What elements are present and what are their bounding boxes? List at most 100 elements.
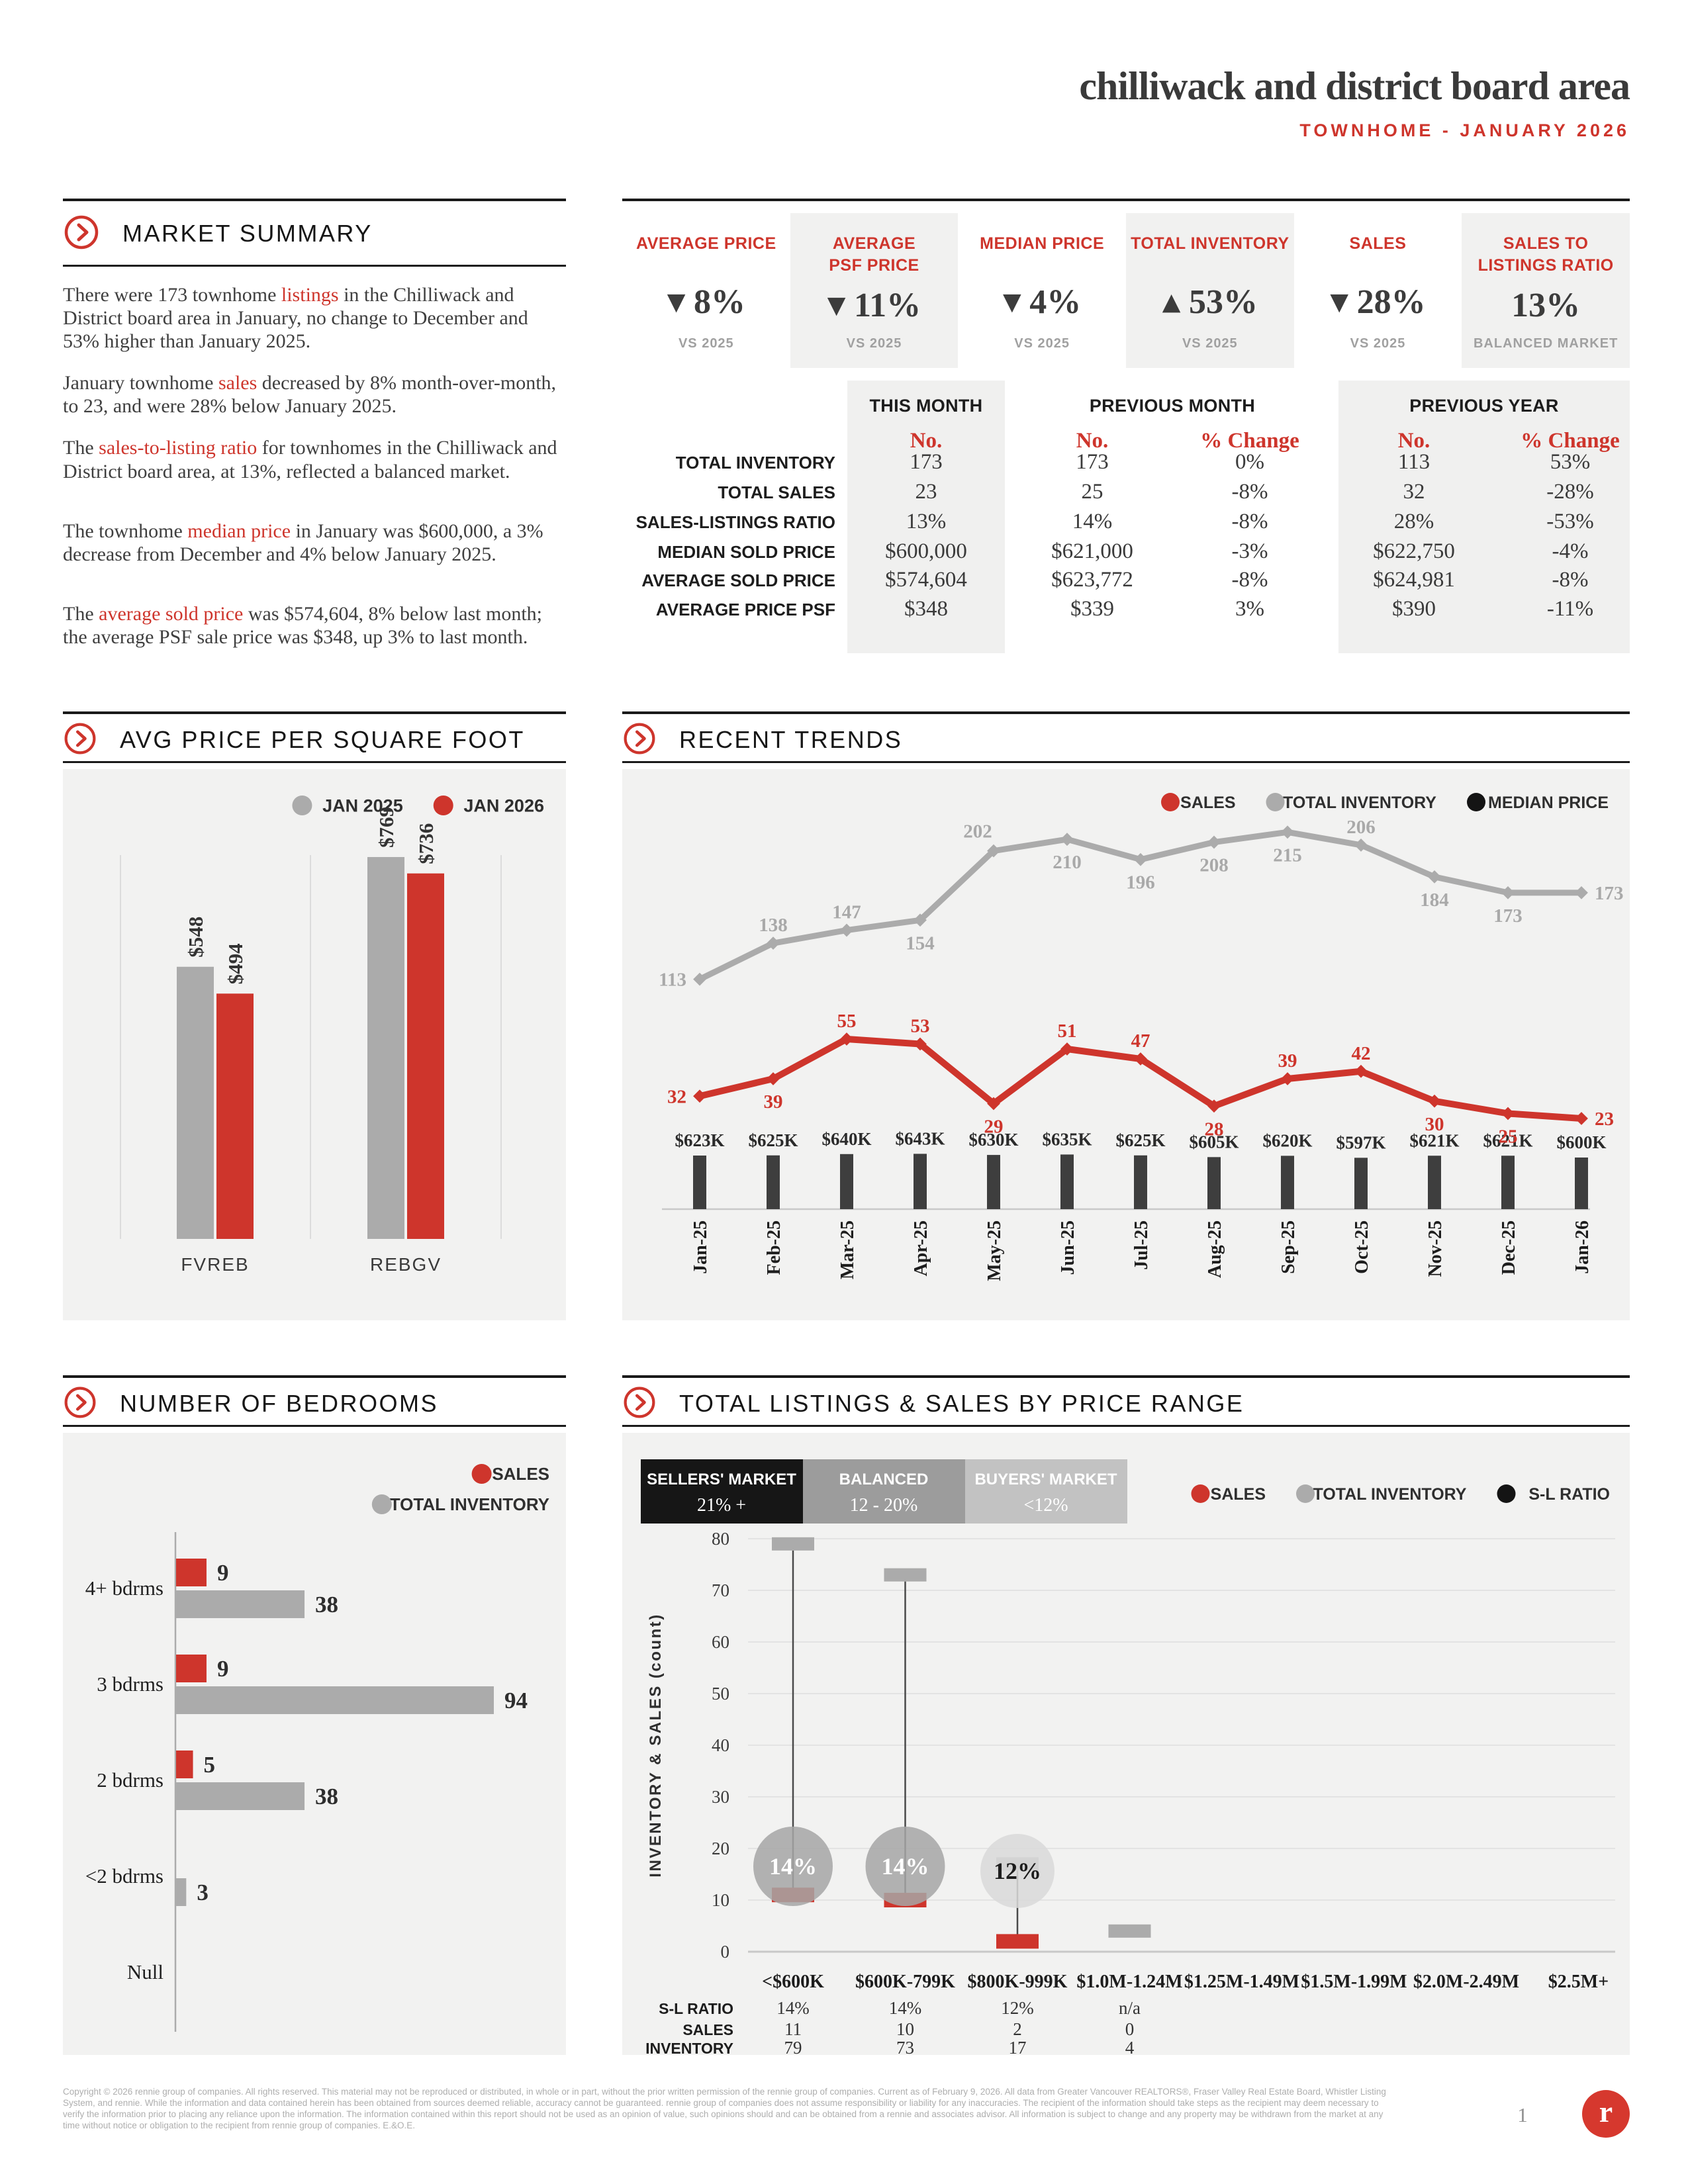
data-point — [1207, 835, 1221, 849]
data-point — [1428, 870, 1441, 884]
data-point-label: 51 — [1058, 1021, 1077, 1042]
median-price-label: $620K — [1262, 1130, 1312, 1150]
section-title: TOTAL LISTINGS & SALES BY PRICE RANGE — [679, 1390, 1244, 1417]
table-subheader: No. — [910, 429, 943, 453]
kpi-label: SALES TO LISTINGS RATIO — [1477, 234, 1614, 275]
chevron-circle-icon — [63, 721, 97, 759]
table-cell: 73 — [896, 2038, 914, 2055]
x-category-label: $1.25M-1.49M — [1184, 1972, 1299, 1992]
table-cell: 14% — [889, 1998, 922, 2018]
median-price-bar — [1501, 1156, 1515, 1209]
rennie-logo: r — [1582, 2090, 1630, 2138]
table-row-label: AVERAGE PRICE PSF — [655, 600, 835, 619]
data-point — [767, 1072, 780, 1085]
table-group-header: PREVIOUS MONTH — [1089, 396, 1256, 416]
divider — [622, 761, 1630, 763]
sales-value: 9 — [217, 1560, 229, 1586]
market-legend-range: 21% + — [697, 1495, 746, 1516]
sales-bar — [176, 1751, 193, 1778]
data-point-label: 147 — [832, 902, 861, 923]
data-point — [1281, 1072, 1294, 1085]
kpi-note: BALANCED MARKET — [1473, 336, 1618, 351]
median-price-label: $635K — [1042, 1129, 1092, 1149]
triangle-up-icon: ▲ — [1162, 289, 1189, 316]
table-cell: -8% — [1552, 568, 1589, 592]
table-cell: n/a — [1119, 1998, 1141, 2018]
kpi-note: VS 2025 — [846, 336, 902, 351]
y-tick: 80 — [712, 1529, 729, 1549]
table-group-header: THIS MONTH — [869, 396, 983, 416]
data-point-label: 184 — [1420, 889, 1449, 911]
bedrooms-panel: SALES TOTAL INVENTORY 4+ bdrms 9 38 3 bdrms 9 9… — [63, 1433, 566, 2055]
avg-psf-panel: JAN 2026 JAN 2025 $548 $494 FVREB $769 $736 REB… — [63, 769, 566, 1320]
summary-paragraph: The average sold price was $574,604, 8% … — [63, 602, 542, 648]
data-point — [987, 844, 1000, 858]
table-row-label: TOTAL SALES — [718, 482, 835, 502]
inventory-bar — [176, 1878, 187, 1906]
inventory-marker — [772, 1537, 814, 1551]
section-title: MARKET SUMMARY — [122, 220, 373, 247]
market-legend-range: 12 - 20% — [850, 1495, 918, 1516]
table-cell: $390 — [1392, 597, 1436, 621]
data-point-label: 30 — [1425, 1114, 1444, 1135]
category-label: 4+ bdrms — [85, 1576, 164, 1600]
median-price-label: $623K — [675, 1130, 724, 1150]
chevron-circle-icon — [622, 721, 657, 759]
table-cell: 13% — [906, 510, 947, 533]
median-price-label: $625K — [748, 1130, 798, 1150]
table-cell: $624,981 — [1373, 568, 1455, 592]
data-point — [1060, 1042, 1074, 1056]
data-point — [840, 1032, 853, 1046]
legend-label: JAN 2025 — [322, 796, 403, 815]
legend-dot-icon — [471, 1464, 492, 1484]
inventory-marker — [1108, 1924, 1151, 1938]
x-category-label: $1.5M-1.99M — [1301, 1972, 1407, 1992]
psf-bar — [367, 856, 404, 1239]
data-point-label: 29 — [984, 1116, 1004, 1138]
kpi-note: VS 2025 — [1350, 336, 1406, 351]
data-point-label: 23 — [1595, 1109, 1614, 1130]
table-cell: -11% — [1546, 597, 1594, 621]
data-point-label: 138 — [759, 915, 788, 936]
psf-bar — [177, 966, 214, 1239]
data-point — [987, 1097, 1000, 1111]
table-cell: $621,000 — [1051, 539, 1133, 563]
month-label: Oct-25 — [1352, 1220, 1372, 1274]
data-point — [1575, 886, 1588, 899]
table-subheader: No. — [1076, 429, 1109, 453]
legend-label: S-L RATIO — [1528, 1485, 1610, 1504]
table-band — [1014, 381, 1331, 653]
disclaimer-text: Copyright © 2026 rennie group of compani… — [63, 2087, 1386, 2130]
summary-paragraph: There were 173 townhome listings in the … — [63, 284, 528, 353]
inventory-value: 38 — [315, 1784, 338, 1809]
table-cell: 2 — [1013, 2019, 1022, 2039]
sl-ratio-bubble — [865, 1827, 945, 1906]
market-legend-box — [803, 1459, 965, 1524]
kpi-label: MEDIAN PRICE — [980, 234, 1105, 253]
data-point-label: 39 — [1278, 1050, 1297, 1071]
data-point — [693, 1089, 706, 1103]
triangle-down-icon: ▼ — [827, 292, 855, 319]
triangle-down-icon: ▼ — [667, 289, 694, 316]
table-group-header: PREVIOUS YEAR — [1409, 396, 1559, 416]
median-price-bar — [693, 1156, 706, 1209]
kpi-label: SALES — [1349, 234, 1407, 253]
table-cell: 11 — [784, 2019, 802, 2039]
month-label: Jul-25 — [1131, 1220, 1152, 1270]
data-point-label: 208 — [1199, 855, 1229, 876]
inventory-bar — [176, 1782, 305, 1810]
data-point — [1428, 1094, 1441, 1108]
kpi-note: VS 2025 — [1182, 336, 1238, 351]
summary-paragraph: January townhome sales decreased by 8% m… — [63, 372, 557, 418]
section-bedrooms: NUMBER OF BEDROOMS — [63, 1387, 566, 1421]
psf-bar-value: $769 — [375, 807, 398, 848]
table-cell: -53% — [1546, 510, 1594, 533]
data-point-label: 42 — [1352, 1043, 1371, 1064]
month-label: Jan-25 — [690, 1220, 711, 1274]
kpi-value: ▼ 28% — [1330, 283, 1426, 321]
table-cell: 173 — [1076, 450, 1109, 474]
data-point-label: 53 — [911, 1016, 930, 1037]
category-label: 2 bdrms — [97, 1768, 164, 1792]
kpi-card: SALES ▼ 28% VS 2025 — [1294, 213, 1462, 368]
recent-trends-panel: MEDIAN PRICE TOTAL INVENTORY SALES $623K Jan… — [622, 769, 1630, 1320]
